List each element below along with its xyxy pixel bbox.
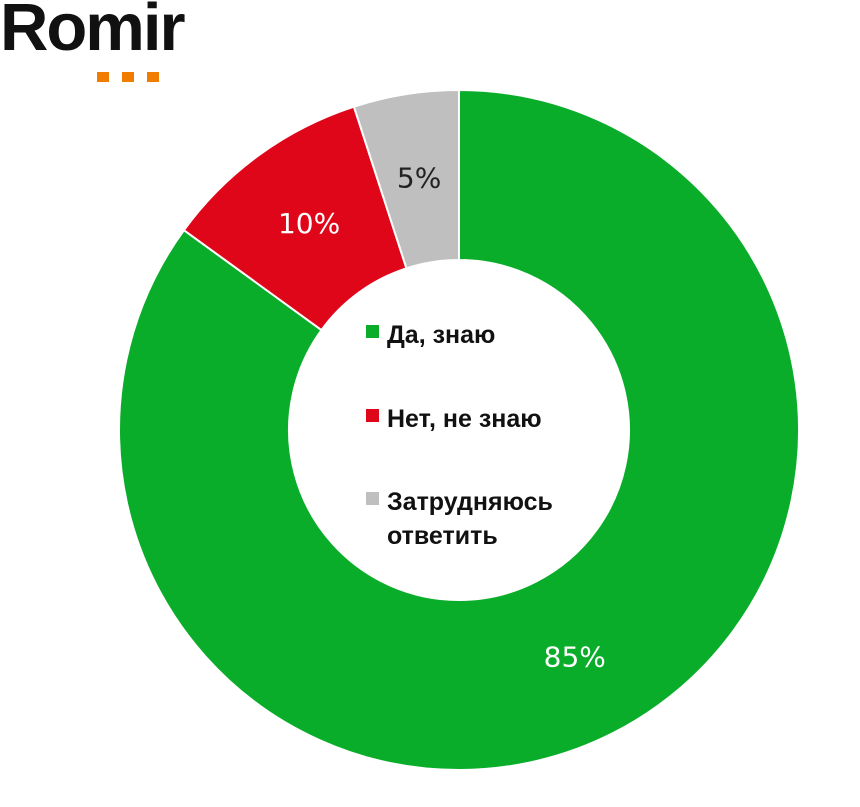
legend-swatch-unsure xyxy=(366,492,379,505)
legend-item-yes: Да, знаю xyxy=(366,318,495,352)
legend-label-no: Нет, не знаю xyxy=(387,405,542,433)
legend-item-unsure: Затрудняюсь ответить xyxy=(366,485,553,553)
slice-unsure xyxy=(352,88,460,270)
legend-label-yes: Да, знаю xyxy=(387,321,496,349)
legend-swatch-yes xyxy=(366,325,379,338)
logo-dot xyxy=(147,72,159,82)
donut-slices xyxy=(118,88,800,771)
legend-item-no: Нет, не знаю xyxy=(366,402,542,436)
legend-label-unsure: Затрудняюсь ответить xyxy=(387,485,553,553)
logo-dot xyxy=(97,72,109,82)
slice-labels: 85% 10% 5% xyxy=(278,162,606,674)
slice-yes xyxy=(118,88,800,771)
legend-label-unsure-line1: Затрудняюсь xyxy=(387,488,553,516)
logo-text: Romir xyxy=(0,0,186,65)
logo-dot xyxy=(122,72,134,82)
romir-logo: Romir xyxy=(0,0,240,95)
slice-label-yes: 85% xyxy=(544,641,606,674)
slice-label-unsure: 5% xyxy=(397,162,441,195)
legend-swatch-no xyxy=(366,409,379,422)
legend-label-unsure-line2: ответить xyxy=(387,522,498,550)
slice-label-no: 10% xyxy=(278,207,340,240)
